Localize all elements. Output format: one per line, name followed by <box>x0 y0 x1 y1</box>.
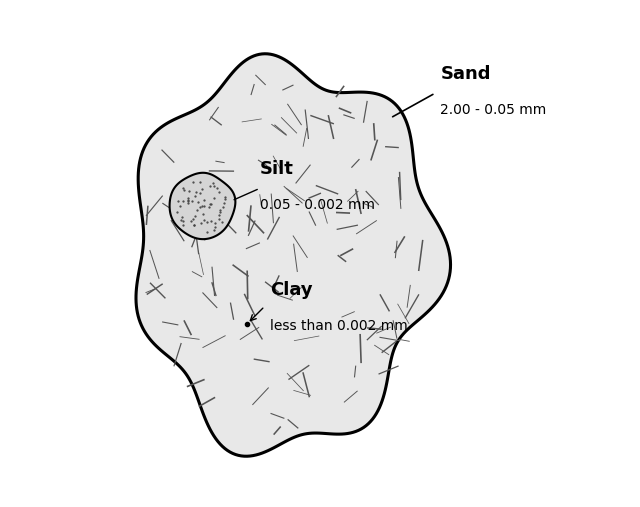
Text: Silt: Silt <box>260 160 294 178</box>
Polygon shape <box>170 173 236 239</box>
Text: 0.05 - 0.002 mm: 0.05 - 0.002 mm <box>260 198 375 212</box>
Polygon shape <box>136 54 451 456</box>
Text: Clay: Clay <box>270 281 312 299</box>
Text: 2.00 - 0.05 mm: 2.00 - 0.05 mm <box>440 103 547 117</box>
Text: Sand: Sand <box>440 65 491 83</box>
Text: less than 0.002 mm: less than 0.002 mm <box>270 319 408 333</box>
